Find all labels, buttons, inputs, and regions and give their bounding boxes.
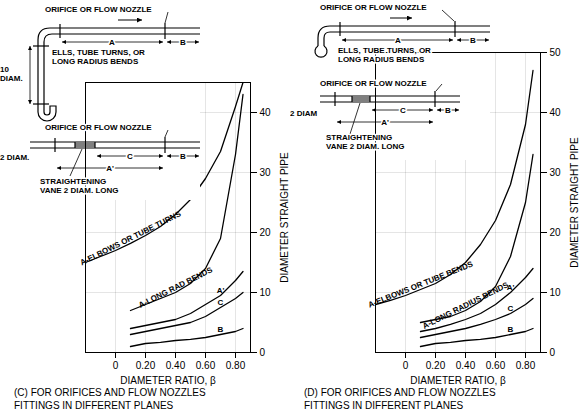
svg-text:C: C	[508, 304, 514, 313]
svg-text:DIAMETER STRAIGHT PIPE: DIAMETER STRAIGHT PIPE	[569, 137, 580, 268]
svg-text:A-LONG RADIUS BENDS: A-LONG RADIUS BENDS	[421, 280, 510, 331]
svg-text:A': A'	[217, 286, 225, 295]
svg-text:B: B	[470, 36, 476, 45]
svg-text:2 DIAM: 2 DIAM	[290, 109, 317, 118]
svg-text:ORIFICE OR FLOW NOZZLE: ORIFICE OR FLOW NOZZLE	[45, 5, 152, 14]
svg-text:A: A	[109, 38, 115, 47]
svg-text:ORIFICE OR FLOW NOZZLE: ORIFICE OR FLOW NOZZLE	[45, 123, 152, 132]
svg-text:DIAMETER RATIO, β: DIAMETER RATIO, β	[120, 375, 216, 386]
svg-text:C: C	[127, 152, 133, 161]
svg-text:C: C	[218, 298, 224, 307]
svg-text:ORIFICE OR FLOW NOZZLE: ORIFICE OR FLOW NOZZLE	[320, 3, 427, 12]
svg-text:0: 0	[260, 347, 266, 358]
svg-text:0.80: 0.80	[226, 360, 246, 371]
svg-text:A': A'	[381, 118, 389, 127]
svg-text:B: B	[508, 325, 514, 334]
svg-text:B: B	[445, 106, 451, 115]
svg-text:A-ELBOWS OR TUBE TURNS: A-ELBOWS OR TUBE TURNS	[79, 209, 183, 267]
svg-text:B: B	[180, 152, 186, 161]
svg-text:A': A'	[507, 283, 515, 292]
svg-text:0.40: 0.40	[166, 360, 186, 371]
svg-text:ORIFICE OR FLOW NOZZLE: ORIFICE OR FLOW NOZZLE	[320, 79, 427, 88]
svg-text:20: 20	[260, 227, 272, 238]
svg-text:20: 20	[550, 227, 562, 238]
svg-text:0.60: 0.60	[486, 360, 506, 371]
svg-text:DIAMETER STRAIGHT PIPE: DIAMETER STRAIGHT PIPE	[279, 152, 290, 283]
html-text:(C) FOR ORIFICES AND FLOW NOZZ: (C) FOR ORIFICES AND FLOW NOZZLES FITTIN…	[14, 387, 206, 411]
svg-text:A-ELBOWS OR TUBE BENDS: A-ELBOWS OR TUBE BENDS	[367, 259, 475, 309]
svg-text:30: 30	[550, 167, 562, 178]
svg-text:ELLS, TUBE TURNS, ORLONG RADIU: ELLS, TUBE TURNS, ORLONG RADIUS BENDS	[338, 46, 431, 64]
svg-text:C: C	[400, 106, 406, 115]
svg-text:50: 50	[550, 47, 562, 58]
svg-text:A': A'	[106, 164, 114, 173]
svg-text:0.40: 0.40	[456, 360, 476, 371]
svg-text:0.20: 0.20	[426, 360, 446, 371]
html-text:(D) FOR ORIFICES AND FLOW NOZZ: (D) FOR ORIFICES AND FLOW NOZZLES FITTIN…	[304, 387, 496, 411]
svg-text:A-LONG RAD BENDS: A-LONG RAD BENDS	[137, 265, 214, 310]
svg-text:B: B	[180, 38, 186, 47]
svg-text:0: 0	[113, 360, 119, 371]
svg-text:10DIAM.: 10DIAM.	[0, 65, 23, 83]
svg-text:B: B	[218, 325, 224, 334]
svg-text:2 DIAM.: 2 DIAM.	[0, 153, 29, 162]
svg-text:40: 40	[550, 107, 562, 118]
svg-text:STRAIGHTENINGVANE 2 DIAM. LONG: STRAIGHTENINGVANE 2 DIAM. LONG	[40, 177, 119, 195]
svg-text:10: 10	[550, 287, 562, 298]
svg-text:ELLS, TUBE TURNS, ORLONG RADIU: ELLS, TUBE TURNS, ORLONG RADIUS BENDS	[52, 48, 145, 66]
svg-text:0: 0	[403, 360, 409, 371]
svg-text:0.20: 0.20	[136, 360, 156, 371]
svg-text:0.80: 0.80	[516, 360, 536, 371]
svg-text:A: A	[395, 36, 401, 45]
svg-text:30: 30	[260, 167, 272, 178]
svg-text:STRAIGHTENINGVANE 2 DIAM. LONG: STRAIGHTENINGVANE 2 DIAM. LONG	[326, 133, 405, 151]
svg-text:10: 10	[260, 287, 272, 298]
svg-text:0: 0	[550, 347, 556, 358]
svg-text:0.60: 0.60	[196, 360, 216, 371]
svg-text:DIAMETER RATIO, β: DIAMETER RATIO, β	[410, 375, 506, 386]
svg-text:40: 40	[260, 107, 272, 118]
